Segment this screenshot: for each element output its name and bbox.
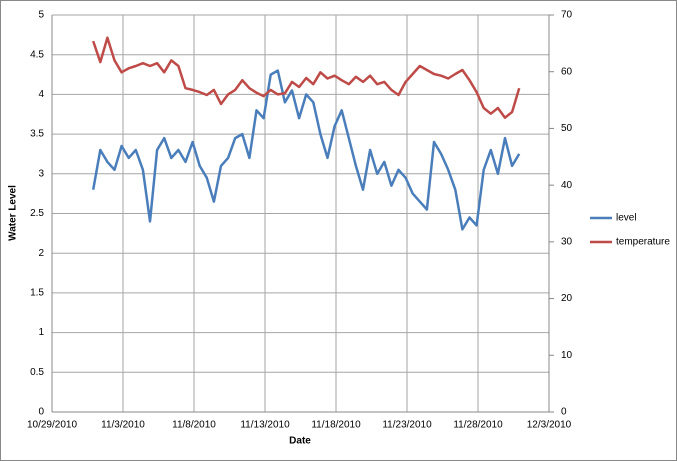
y2-tick-label: 10 [561, 350, 573, 361]
x-tick-label: 11/23/2010 [382, 420, 432, 431]
x-axis-title: Date [289, 436, 311, 447]
y-tick-label: 3 [38, 168, 44, 179]
legend-label: temperature [616, 237, 670, 248]
y2-tick-label: 50 [561, 123, 573, 134]
x-tick-label: 11/8/2010 [172, 420, 216, 431]
y-tick-label: 4 [38, 89, 44, 100]
y-tick-label: 5 [38, 10, 44, 21]
series-line [91, 69, 521, 231]
x-tick-label: 11/28/2010 [453, 420, 503, 431]
x-tick-label: 11/13/2010 [240, 420, 290, 431]
x-tick-label: 11/18/2010 [311, 420, 361, 431]
y-tick-label: 1 [38, 327, 44, 338]
y2-tick-label: 0 [561, 407, 567, 418]
y-tick-label: 4.5 [30, 49, 44, 60]
x-tick-label: 11/3/2010 [101, 420, 145, 431]
y-axis-title: Water Level [8, 185, 19, 241]
x-tick-label: 12/3/2010 [527, 420, 572, 431]
y-tick-label: 1.5 [30, 288, 44, 299]
y2-tick-label: 40 [561, 180, 573, 191]
y2-tick-label: 60 [561, 66, 573, 77]
y2-tick-label: 70 [561, 10, 573, 21]
y-tick-label: 0 [38, 407, 44, 418]
series-line [92, 36, 521, 119]
y-tick-label: 0.5 [30, 367, 44, 378]
y-tick-label: 2 [38, 248, 44, 259]
y-tick-label: 2.5 [30, 208, 44, 219]
y2-tick-label: 20 [561, 293, 573, 304]
legend-label: level [616, 213, 637, 224]
y2-tick-label: 30 [561, 236, 573, 247]
x-tick-label: 10/29/2010 [27, 420, 77, 431]
y-tick-label: 3.5 [30, 129, 44, 140]
